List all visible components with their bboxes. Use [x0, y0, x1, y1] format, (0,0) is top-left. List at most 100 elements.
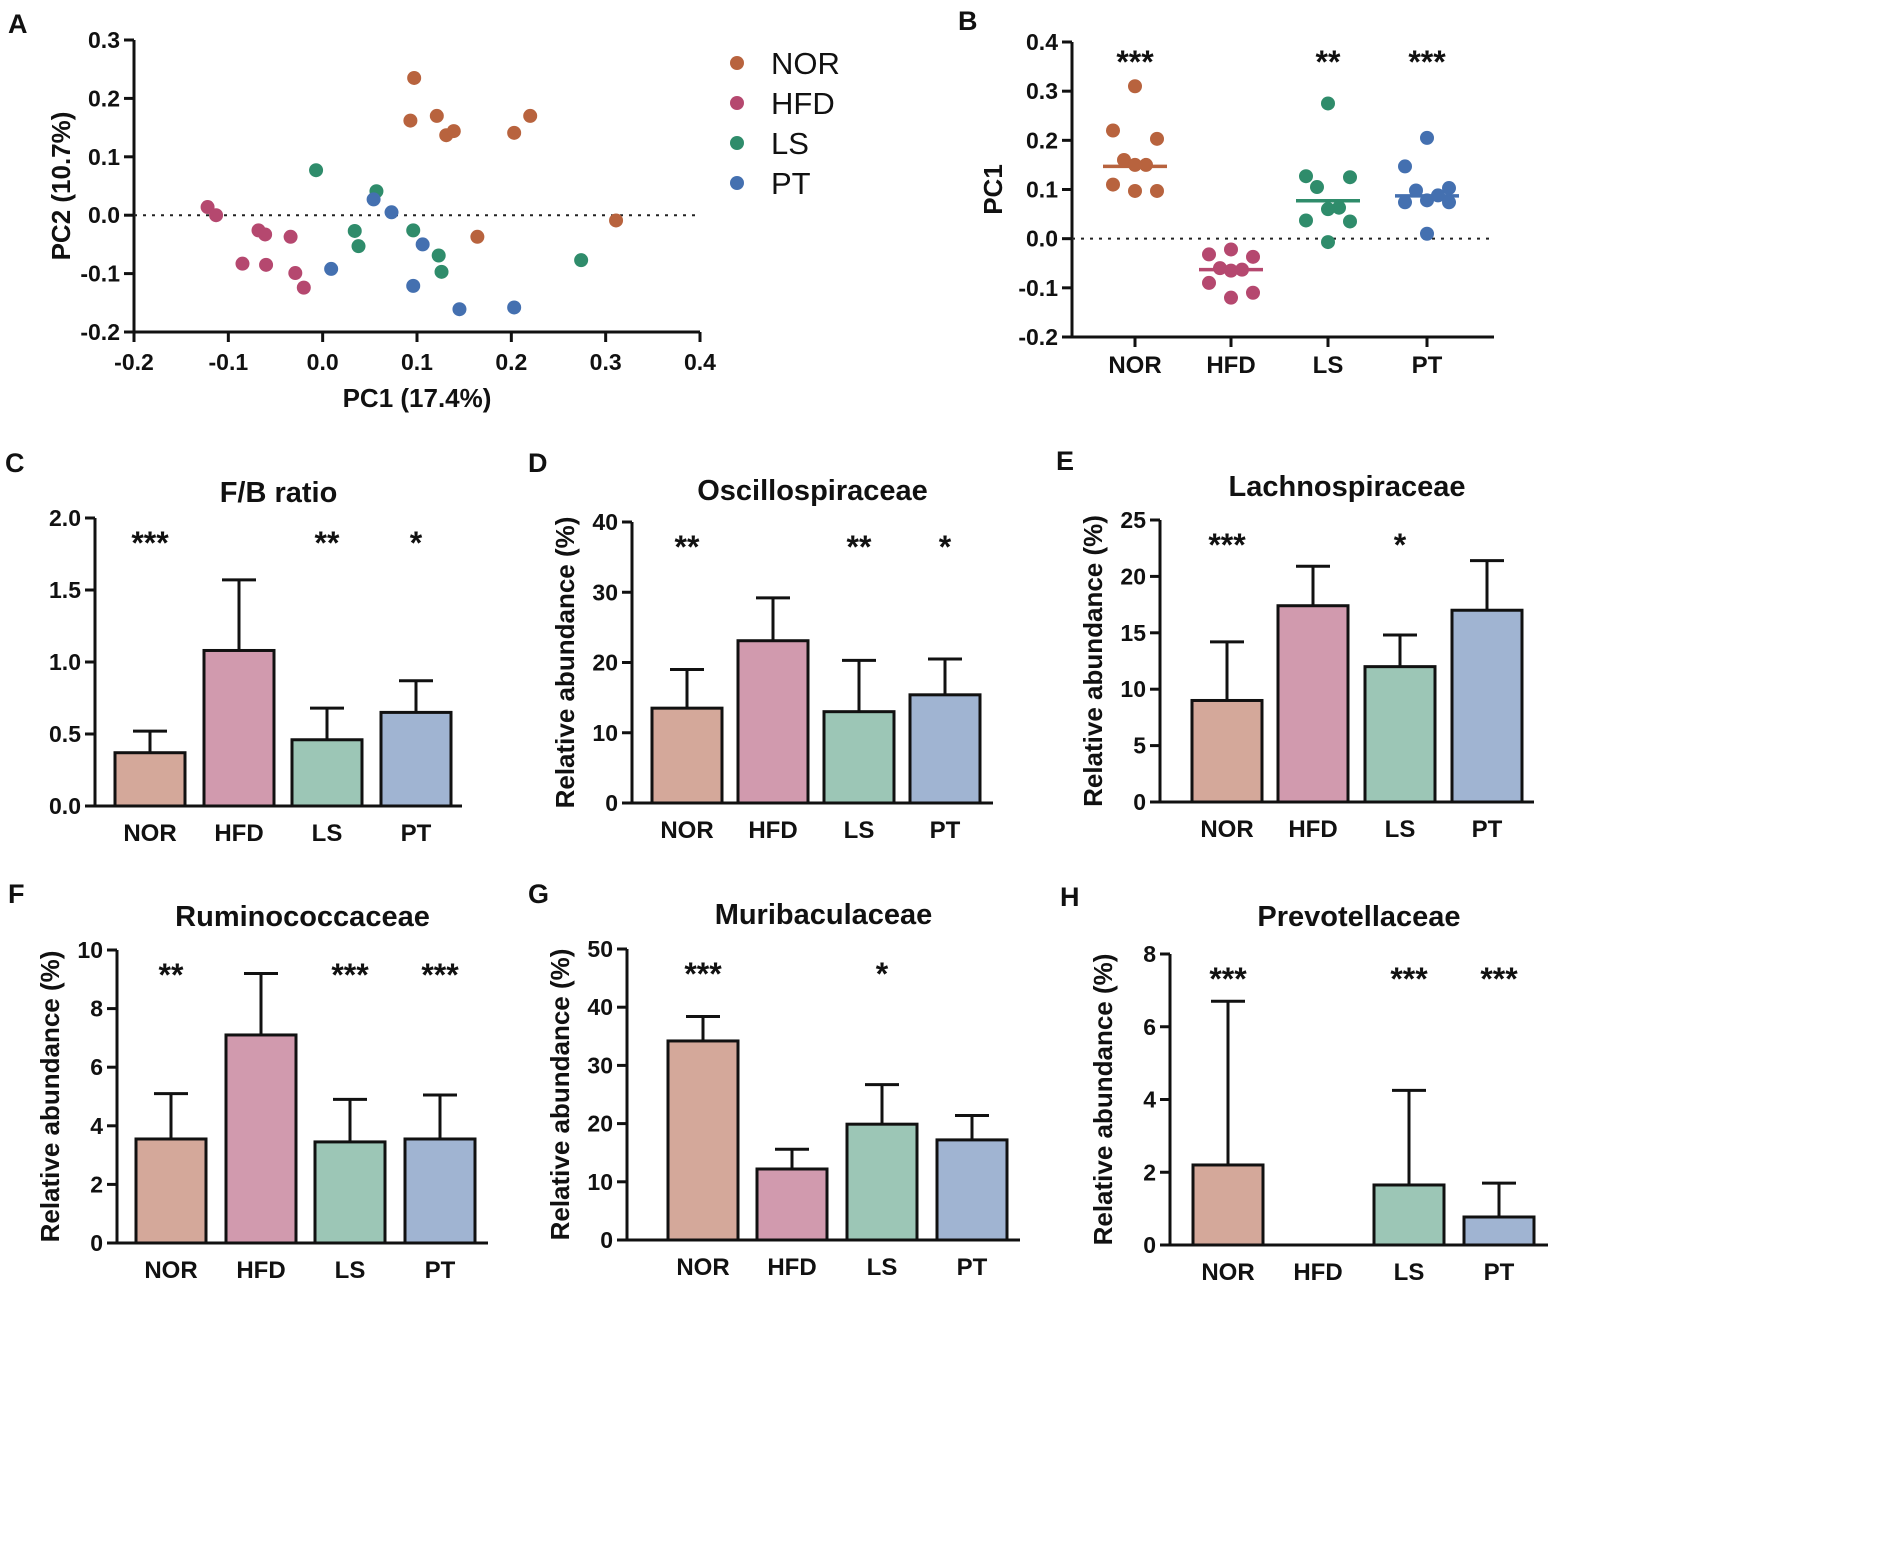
point-nor — [1128, 79, 1142, 94]
significance-marker: *** — [1208, 527, 1246, 563]
x-tick-label: LS — [312, 820, 343, 847]
y-tick-label: 0.0 — [1026, 226, 1058, 252]
bar-pt — [1450, 608, 1524, 804]
point-pt — [1442, 195, 1456, 210]
y-tick-label: 20 — [587, 1111, 613, 1137]
legend-label-ls: LS — [771, 126, 809, 161]
point-ls — [431, 248, 446, 263]
x-tick-label: LS — [867, 1254, 898, 1281]
significance-marker: *** — [1209, 961, 1247, 997]
y-tick-label: 40 — [592, 509, 618, 535]
x-tick-label: 0.3 — [590, 349, 622, 375]
y-tick-label: 25 — [1120, 507, 1146, 533]
bar-ls — [845, 1122, 919, 1242]
x-tick-label: HFD — [1206, 352, 1255, 379]
point-ls — [434, 264, 449, 279]
x-tick-label: PT — [1484, 1259, 1515, 1286]
point-ls — [1299, 169, 1313, 184]
chart-title: F/B ratio — [220, 477, 338, 509]
x-tick-label: PT — [425, 1257, 456, 1284]
point-nor — [1128, 183, 1142, 198]
y-tick-label: 0.0 — [49, 793, 81, 819]
y-axis-label: PC1 — [978, 164, 1008, 215]
point-ls — [351, 239, 366, 254]
point-hfd — [288, 266, 303, 281]
point-hfd — [1246, 249, 1260, 264]
x-tick-label: LS — [1385, 816, 1416, 843]
y-tick-label: 0.1 — [88, 144, 120, 170]
y-tick-label: 2 — [90, 1171, 103, 1197]
significance-marker: * — [876, 956, 889, 992]
x-tick-label: 0.0 — [307, 349, 339, 375]
x-tick-label: NOR — [660, 817, 713, 844]
point-ls — [1321, 235, 1335, 250]
point-pt — [1409, 183, 1423, 198]
y-tick-label: 6 — [1143, 1014, 1156, 1040]
panel-label-a: A — [8, 9, 28, 39]
bar-ls — [290, 738, 364, 808]
point-ls — [347, 223, 362, 238]
y-tick-label: 0 — [605, 790, 618, 816]
point-pt — [415, 237, 430, 252]
bar-pt — [1462, 1215, 1536, 1247]
panel-label-h: H — [1060, 882, 1080, 912]
point-hfd — [209, 208, 224, 223]
significance-marker: ** — [315, 525, 340, 561]
y-tick-label: 2.0 — [49, 505, 81, 531]
bar-ls — [313, 1140, 387, 1245]
y-tick-label: -0.2 — [80, 319, 120, 345]
x-tick-label: -0.1 — [209, 349, 249, 375]
y-tick-label: 0.1 — [1026, 177, 1058, 203]
chart-title: Oscillospiraceae — [697, 475, 928, 507]
x-tick-label: HFD — [1288, 816, 1337, 843]
point-hfd — [259, 257, 274, 272]
point-ls — [1343, 214, 1357, 229]
point-ls — [1321, 202, 1335, 217]
significance-marker: * — [410, 525, 423, 561]
x-tick-label: -0.2 — [114, 349, 154, 375]
bar-hfd — [224, 1033, 298, 1245]
x-tick-label: HFD — [214, 820, 263, 847]
bar-ls — [1363, 665, 1437, 804]
point-pt — [384, 205, 399, 220]
bar-pt — [935, 1138, 1009, 1242]
point-pt — [1398, 159, 1412, 174]
bar-nor — [650, 706, 724, 805]
chart-title: Ruminococcaceae — [175, 901, 430, 933]
bar-pt — [403, 1137, 477, 1245]
bar-pt — [379, 710, 453, 808]
point-ls — [309, 163, 324, 178]
panel-c: C F/B ratio 0.0 0.5 1.0 1.5 2.0 NOR *** HFD LS ** PT… — [5, 448, 462, 847]
panel-h: H Prevotellaceae 0 2 4 6 8 Relative abundance (… — [1060, 882, 1548, 1286]
point-nor — [507, 125, 522, 140]
significance-marker: * — [939, 529, 952, 565]
point-hfd — [258, 227, 273, 242]
x-tick-label: LS — [1313, 352, 1344, 379]
y-tick-label: 2 — [1143, 1159, 1156, 1185]
bar-nor — [666, 1039, 740, 1242]
legend-label-nor: NOR — [771, 46, 840, 81]
x-tick-label: NOR — [1108, 352, 1161, 379]
significance-marker: *** — [131, 525, 169, 561]
y-axis-label: Relative abundance (%) — [550, 517, 580, 809]
legend-marker-ls — [730, 136, 744, 150]
point-hfd — [1224, 290, 1238, 305]
point-nor — [523, 108, 538, 123]
y-tick-label: 0 — [600, 1227, 613, 1253]
point-ls — [1343, 170, 1357, 185]
x-tick-label: HFD — [236, 1257, 285, 1284]
point-ls — [1321, 96, 1335, 111]
y-tick-label: 40 — [587, 994, 613, 1020]
panel-f: F Ruminococcaceae 0 2 4 6 8 10 Relative abundanc… — [8, 879, 488, 1284]
y-tick-label: 4 — [90, 1113, 103, 1139]
y-tick-label: 0.5 — [49, 721, 81, 747]
y-axis-label: Relative abundance (%) — [1078, 515, 1108, 807]
y-tick-label: 8 — [1143, 941, 1156, 967]
x-tick-label: PT — [957, 1254, 988, 1281]
y-axis-label: Relative abundance (%) — [545, 949, 575, 1241]
significance-marker: *** — [331, 957, 369, 993]
point-nor — [1150, 131, 1164, 146]
y-tick-label: 20 — [592, 650, 618, 676]
point-ls — [406, 223, 421, 238]
